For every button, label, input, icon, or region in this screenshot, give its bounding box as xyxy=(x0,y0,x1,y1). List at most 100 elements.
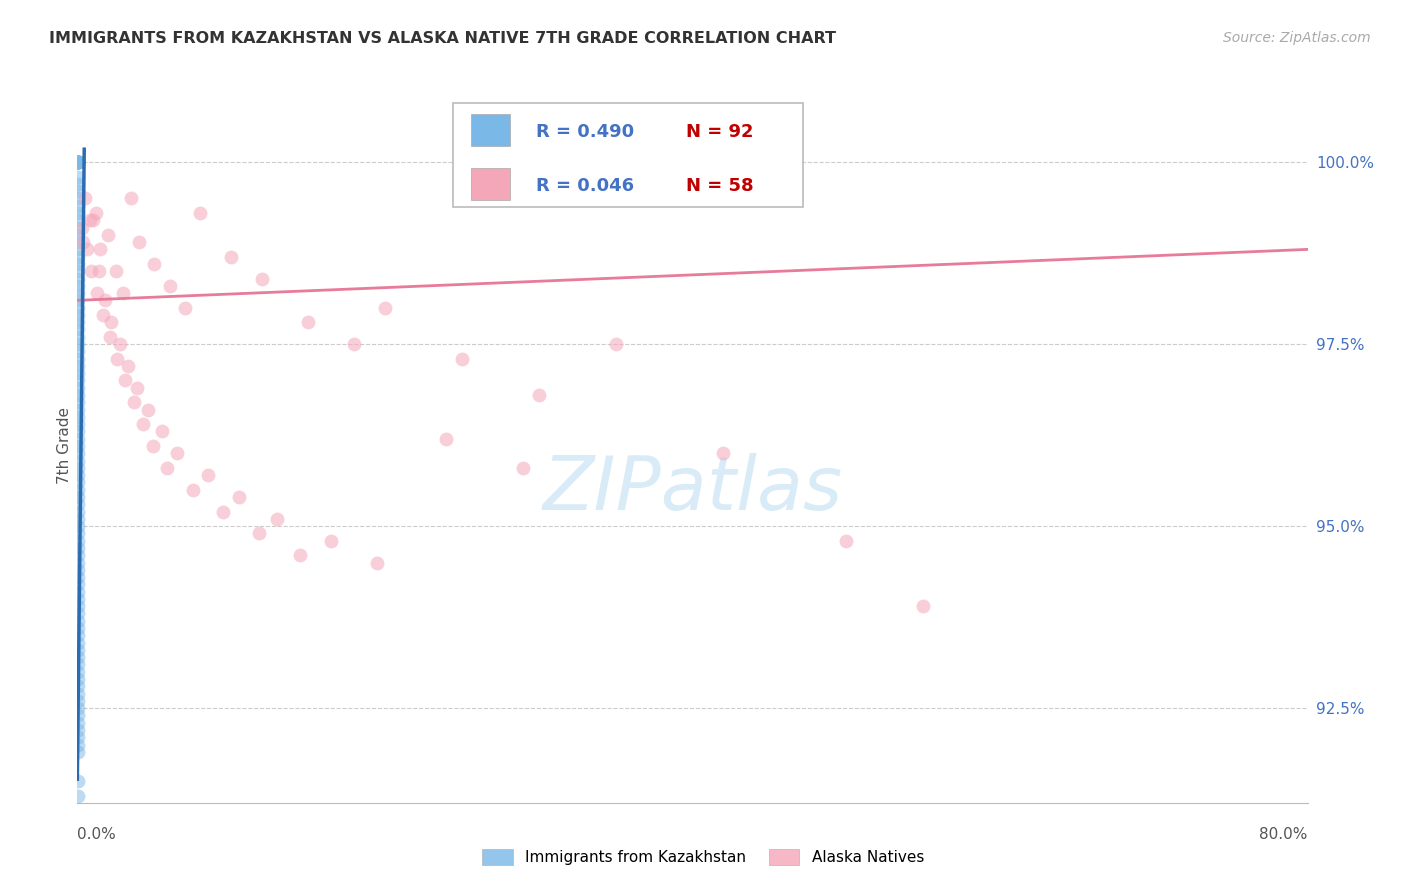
Point xyxy=(97,227,120,242)
Point xyxy=(527,388,550,402)
Point xyxy=(67,235,90,249)
Point xyxy=(110,337,132,351)
Point xyxy=(67,402,90,417)
Point xyxy=(89,243,111,257)
Point xyxy=(512,460,534,475)
Point xyxy=(67,199,90,213)
Point xyxy=(84,206,107,220)
Point xyxy=(67,694,90,708)
Point xyxy=(67,672,90,686)
Point xyxy=(343,337,366,351)
Point xyxy=(67,271,90,285)
Point xyxy=(67,621,90,635)
Point xyxy=(104,264,127,278)
Point xyxy=(72,235,94,249)
Point xyxy=(250,271,273,285)
Point xyxy=(835,533,858,548)
Text: ZIPatlas: ZIPatlas xyxy=(543,453,842,524)
Point xyxy=(67,191,90,205)
Point xyxy=(605,337,627,351)
Point xyxy=(87,264,110,278)
Point xyxy=(67,628,90,642)
Point xyxy=(67,374,90,388)
Point xyxy=(67,278,90,293)
Y-axis label: 7th Grade: 7th Grade xyxy=(56,408,72,484)
Point xyxy=(67,381,90,395)
Point xyxy=(67,155,90,169)
Point xyxy=(67,679,90,693)
Point xyxy=(67,460,90,475)
Point xyxy=(711,446,734,460)
Point xyxy=(67,425,90,439)
Point xyxy=(67,570,90,584)
Point xyxy=(450,351,472,366)
Point xyxy=(117,359,139,373)
Point xyxy=(132,417,155,432)
Point xyxy=(94,293,117,308)
Point xyxy=(67,446,90,460)
Point xyxy=(67,220,90,235)
Point xyxy=(67,388,90,402)
Point xyxy=(67,417,90,432)
Point xyxy=(212,504,235,518)
Point xyxy=(181,483,204,497)
Point xyxy=(67,315,90,329)
Point xyxy=(80,264,103,278)
Point xyxy=(190,206,212,220)
Point xyxy=(67,556,90,570)
Point xyxy=(197,468,219,483)
Point xyxy=(247,526,270,541)
Point xyxy=(67,330,90,344)
Point xyxy=(67,155,90,169)
Point xyxy=(319,533,342,548)
Point xyxy=(67,432,90,446)
Point xyxy=(67,301,90,315)
Point xyxy=(86,286,108,301)
Point xyxy=(67,723,90,737)
Point xyxy=(70,220,93,235)
Point xyxy=(143,257,166,271)
Legend: Immigrants from Kazakhstan, Alaska Natives: Immigrants from Kazakhstan, Alaska Nativ… xyxy=(477,843,929,871)
Point xyxy=(128,235,150,249)
Text: N = 58: N = 58 xyxy=(686,177,754,194)
Point xyxy=(67,322,90,336)
Point xyxy=(67,774,90,789)
Point xyxy=(67,504,90,518)
Point xyxy=(67,614,90,628)
Point xyxy=(93,308,115,322)
Point xyxy=(67,599,90,614)
Point xyxy=(67,643,90,657)
Point xyxy=(127,381,149,395)
Point xyxy=(67,177,90,191)
Point xyxy=(67,483,90,497)
FancyBboxPatch shape xyxy=(471,114,510,146)
Point xyxy=(67,563,90,577)
Point xyxy=(67,453,90,467)
Point xyxy=(73,191,96,205)
Point xyxy=(67,213,90,227)
Point xyxy=(67,665,90,679)
Point xyxy=(67,533,90,548)
Point xyxy=(67,468,90,483)
Point xyxy=(159,278,181,293)
Point xyxy=(67,243,90,257)
Point xyxy=(67,206,90,220)
FancyBboxPatch shape xyxy=(453,103,803,207)
Point xyxy=(67,227,90,242)
Text: Source: ZipAtlas.com: Source: ZipAtlas.com xyxy=(1223,31,1371,45)
Point xyxy=(67,577,90,591)
Point xyxy=(67,789,90,803)
Point xyxy=(67,519,90,533)
Point xyxy=(114,374,136,388)
Point xyxy=(228,490,250,504)
Point xyxy=(297,315,319,329)
Point xyxy=(79,213,101,227)
Point xyxy=(142,439,165,453)
Text: 80.0%: 80.0% xyxy=(1260,827,1308,841)
Point xyxy=(67,701,90,715)
Point xyxy=(67,607,90,621)
Point xyxy=(67,155,90,169)
Point xyxy=(150,425,173,439)
Text: 0.0%: 0.0% xyxy=(77,827,117,841)
Point xyxy=(67,344,90,359)
